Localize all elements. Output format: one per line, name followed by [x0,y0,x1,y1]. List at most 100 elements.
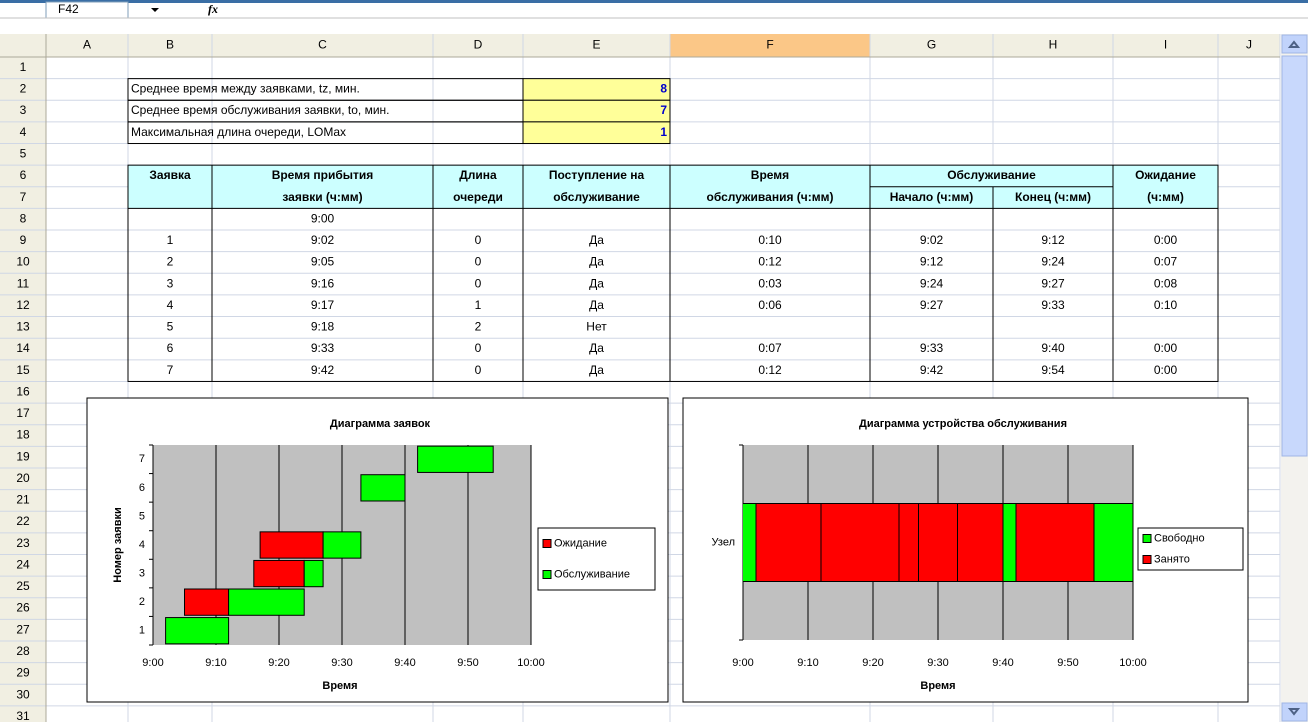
bar [1093,503,1133,582]
bar [1002,503,1017,582]
table-cell: 9:40 [1041,341,1065,355]
scroll-thumb[interactable] [1281,55,1308,457]
legend-swatch [1142,555,1152,564]
table-header: Поступление на [549,168,645,182]
row-header: 14 [16,341,30,355]
row-header: 18 [16,428,30,442]
name-box-dropdown[interactable] [151,8,159,12]
legend-label: Занято [1154,553,1190,565]
param-label: Максимальная длина очереди, LOMax [131,125,346,139]
param-value: 7 [660,103,667,117]
table-cell: 9:42 [920,363,944,377]
y-tick-label: Узел [712,536,735,548]
y-tick-label: 6 [139,482,145,494]
x-tick-label: 9:20 [268,657,289,669]
legend-label: Ожидание [554,537,607,549]
fx-button[interactable]: fx [208,2,218,16]
column-header: I [1164,38,1167,52]
table-cell: 6 [167,341,174,355]
bar [1015,503,1095,582]
bar [417,445,494,473]
table-cell: 0 [475,255,482,269]
row-header: 2 [20,82,27,96]
table-cell: 9:05 [311,255,335,269]
bar [303,559,324,588]
y-axis-label: Номер заявки [112,507,124,582]
table-cell: 0:06 [758,298,782,312]
row-header: 11 [17,276,30,290]
table-cell: Да [589,298,604,312]
table-cell: 0:07 [758,341,782,355]
legend-label: Обслуживание [554,568,630,580]
row-header: 13 [16,320,30,334]
row-header: 31 [16,709,30,722]
table-cell: 9:27 [1041,276,1065,290]
table-cell: 9:33 [920,341,944,355]
table-cell: 0:00 [1154,363,1178,377]
column-header: A [83,38,91,52]
table-header: Длина [459,168,497,182]
param-input-cell [522,78,671,101]
row-header: 9 [20,233,27,247]
table-cell: 0:03 [758,276,782,290]
table-cell: 3 [167,276,174,290]
y-tick-label: 7 [139,453,145,465]
y-tick-label: 1 [139,625,145,637]
bar [957,503,1004,582]
column-header: C [318,38,327,52]
table-subheader: Конец (ч:мм) [1015,190,1091,204]
table-header: обслуживание [553,190,640,204]
table-cell: 9:12 [1041,233,1065,247]
table-cell: 0 [475,276,482,290]
param-input-cell [522,99,671,123]
x-tick-label: 10:00 [517,657,545,669]
x-tick-label: 9:10 [205,657,226,669]
legend-box [537,527,656,591]
table-cell: 0:07 [1154,255,1178,269]
bar [259,531,324,559]
table-header: (ч:мм) [1147,190,1184,204]
param-input-cell [522,121,671,145]
y-tick-label: 5 [139,510,145,522]
row-header: 6 [20,168,27,182]
table-cell: 0:12 [758,363,782,377]
table-cell: Да [589,255,604,269]
legend-swatch [1142,534,1152,543]
table-cell: 9:17 [311,298,335,312]
table-cell: 0:10 [1154,298,1178,312]
table-cell: 9:12 [920,255,944,269]
table-cell: 0:10 [758,233,782,247]
x-tick-label: 9:40 [394,657,415,669]
row-header: 25 [16,579,30,593]
param-value: 8 [660,82,667,96]
x-tick-label: 9:00 [142,657,163,669]
chart-title: Диаграмма устройства обслуживания [859,418,1067,430]
column-header: E [592,38,600,52]
row-header: 7 [20,190,27,204]
row-header: 30 [16,687,30,701]
bar [918,503,958,582]
table-cell: 9:24 [920,276,944,290]
x-tick-label: 9:40 [992,657,1013,669]
table-group-header: Обслуживание [947,168,1036,182]
table-cell: 0:00 [1154,233,1178,247]
param-value: 1 [660,125,667,139]
bar [820,503,900,582]
row-header: 28 [16,644,30,658]
title-strip [0,0,1308,3]
table-cell: 0 [475,341,482,355]
row-header: 24 [16,557,30,571]
x-tick-label: 9:30 [927,657,948,669]
y-tick-label: 3 [139,567,145,579]
bar [253,559,305,588]
table-cell: 1 [475,298,482,312]
x-tick-label: 9:30 [331,657,352,669]
row-header: 21 [16,493,30,507]
legend-swatch [542,570,552,579]
row-header: 16 [16,384,30,398]
table-subheader: Начало (ч:мм) [890,190,974,204]
legend-box [1137,527,1244,571]
table-cell: 9:18 [311,320,335,334]
x-tick-label: 10:00 [1119,657,1147,669]
